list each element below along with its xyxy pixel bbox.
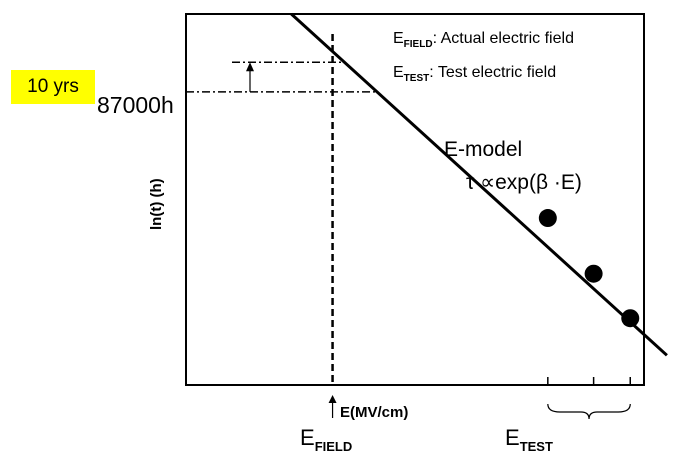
plot-frame (185, 13, 645, 386)
legend-test: ETEST: Test electric field (393, 64, 557, 84)
efield-arrow-head (328, 395, 337, 403)
efield-label: EFIELD (300, 425, 353, 454)
hours-label: 87000h (97, 92, 174, 118)
model-title: E-model (444, 138, 523, 161)
model-formula: τ ∝exp(β ·E) (466, 171, 582, 194)
extension-arrow-head (246, 62, 254, 72)
ten-years-badge: 10 yrs (11, 70, 95, 104)
x-axis-label: E(MV/cm) (340, 404, 409, 421)
data-point (584, 264, 603, 283)
y-axis-label: ln(t) (h) (148, 178, 165, 230)
legend-field: EFIELD: Actual electric field (393, 30, 574, 50)
fit-line (290, 12, 668, 357)
etest-brace (547, 403, 631, 420)
etest-label: ETEST (505, 425, 553, 454)
data-point (621, 309, 640, 328)
data-point (538, 209, 557, 228)
